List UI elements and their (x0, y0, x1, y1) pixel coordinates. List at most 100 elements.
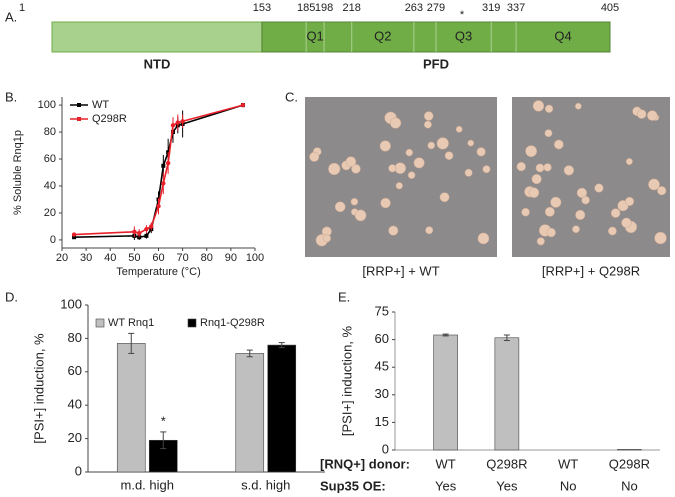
x-tick-label: Q298R (486, 456, 527, 471)
colony (654, 231, 667, 245)
colony (395, 182, 403, 190)
colony (354, 209, 367, 222)
residue-number: 1 (19, 2, 25, 14)
colony (657, 186, 667, 196)
x-tick-label: 80 (201, 252, 213, 264)
x-tick-label: 50 (128, 252, 140, 264)
colony (572, 225, 580, 234)
data-point (175, 120, 180, 125)
colony (648, 178, 660, 191)
colony (379, 140, 391, 152)
region-label: NTD (144, 56, 171, 71)
colony (532, 100, 545, 112)
residue-number: 279 (427, 2, 445, 14)
x-tick-label: m.d. high (121, 477, 174, 492)
legend-swatch (95, 318, 105, 328)
image-caption: [RRP+] + WT (362, 263, 439, 278)
colony (608, 226, 617, 236)
y-tick-label: 40 (44, 180, 56, 192)
colony (388, 225, 399, 236)
residue-number: 263 (405, 2, 423, 14)
residue-number: 153 (253, 2, 271, 14)
x-tick-label: WT (436, 456, 456, 471)
colony (610, 208, 621, 218)
colony (413, 157, 425, 169)
colony (425, 226, 434, 235)
legend-marker (77, 117, 81, 121)
colony (388, 164, 397, 173)
colony (482, 165, 491, 174)
colony (328, 162, 341, 176)
residue-number: 198 (315, 2, 333, 14)
bar (267, 344, 297, 473)
row-label: Sup35 OE: (320, 478, 386, 493)
colony (521, 207, 530, 217)
residue-number: 218 (343, 2, 361, 14)
region-label: PFD (423, 56, 449, 71)
y-tick-label: 0 (75, 463, 82, 478)
plate-photo (305, 97, 497, 257)
panel-label: B. (5, 89, 17, 104)
significance-mark: * (161, 413, 166, 428)
colony (531, 174, 542, 185)
x-axis-label: Temperature (°C) (116, 266, 200, 278)
residue-number: 319 (482, 2, 500, 14)
y-tick-label: 60 (375, 331, 389, 346)
data-point (132, 229, 137, 235)
colony (405, 148, 413, 157)
colony (544, 129, 553, 138)
colony (436, 137, 449, 150)
colony (621, 217, 632, 228)
colony (525, 145, 538, 158)
y-tick-label: 100 (60, 296, 82, 311)
colony (647, 110, 658, 121)
x-tick-label: 70 (177, 252, 189, 264)
data-point (72, 235, 77, 240)
colony (535, 163, 545, 173)
colony (423, 120, 432, 129)
colony (528, 187, 540, 198)
data-point (161, 163, 166, 168)
colony (351, 164, 361, 174)
colony (477, 232, 490, 245)
y-tick-label: 20 (68, 430, 82, 445)
x-tick-label: 100 (246, 252, 264, 264)
y-axis-label: [PSI+] induction, % (339, 325, 354, 436)
colony (594, 183, 604, 193)
x-tick-label-row2: Yes (496, 478, 518, 493)
y-tick-label: 0 (50, 234, 56, 246)
legend-swatch (187, 318, 197, 328)
data-point (170, 123, 176, 128)
colony (544, 206, 555, 217)
colony (455, 125, 463, 133)
colony (423, 111, 434, 121)
colony (575, 209, 586, 220)
y-tick-label: 20 (44, 207, 56, 219)
colony (309, 151, 320, 162)
colony (550, 196, 562, 208)
y-tick-label: 80 (44, 126, 56, 138)
residue-number: 185 (297, 2, 315, 14)
colony (467, 139, 475, 147)
x-tick-label-row2: Yes (435, 478, 457, 493)
x-tick-label: 60 (152, 252, 164, 264)
bar (116, 343, 146, 473)
y-tick-label: 0 (382, 441, 389, 456)
colony (345, 156, 357, 167)
colony (625, 158, 633, 166)
colony (536, 237, 545, 246)
y-tick-label: 75 (375, 303, 389, 318)
colony (516, 161, 526, 172)
ntd-block (51, 21, 263, 53)
panel-label: D. (5, 289, 18, 304)
x-tick-label-row2: No (621, 478, 638, 493)
panel-label: E. (338, 289, 350, 304)
segment-label: Q2 (374, 28, 391, 43)
colony (444, 151, 454, 160)
data-point (240, 102, 246, 108)
segment-label: Q3 (455, 28, 472, 43)
colony (574, 102, 582, 110)
x-tick-label: 20 (56, 252, 68, 264)
colony (394, 162, 407, 174)
